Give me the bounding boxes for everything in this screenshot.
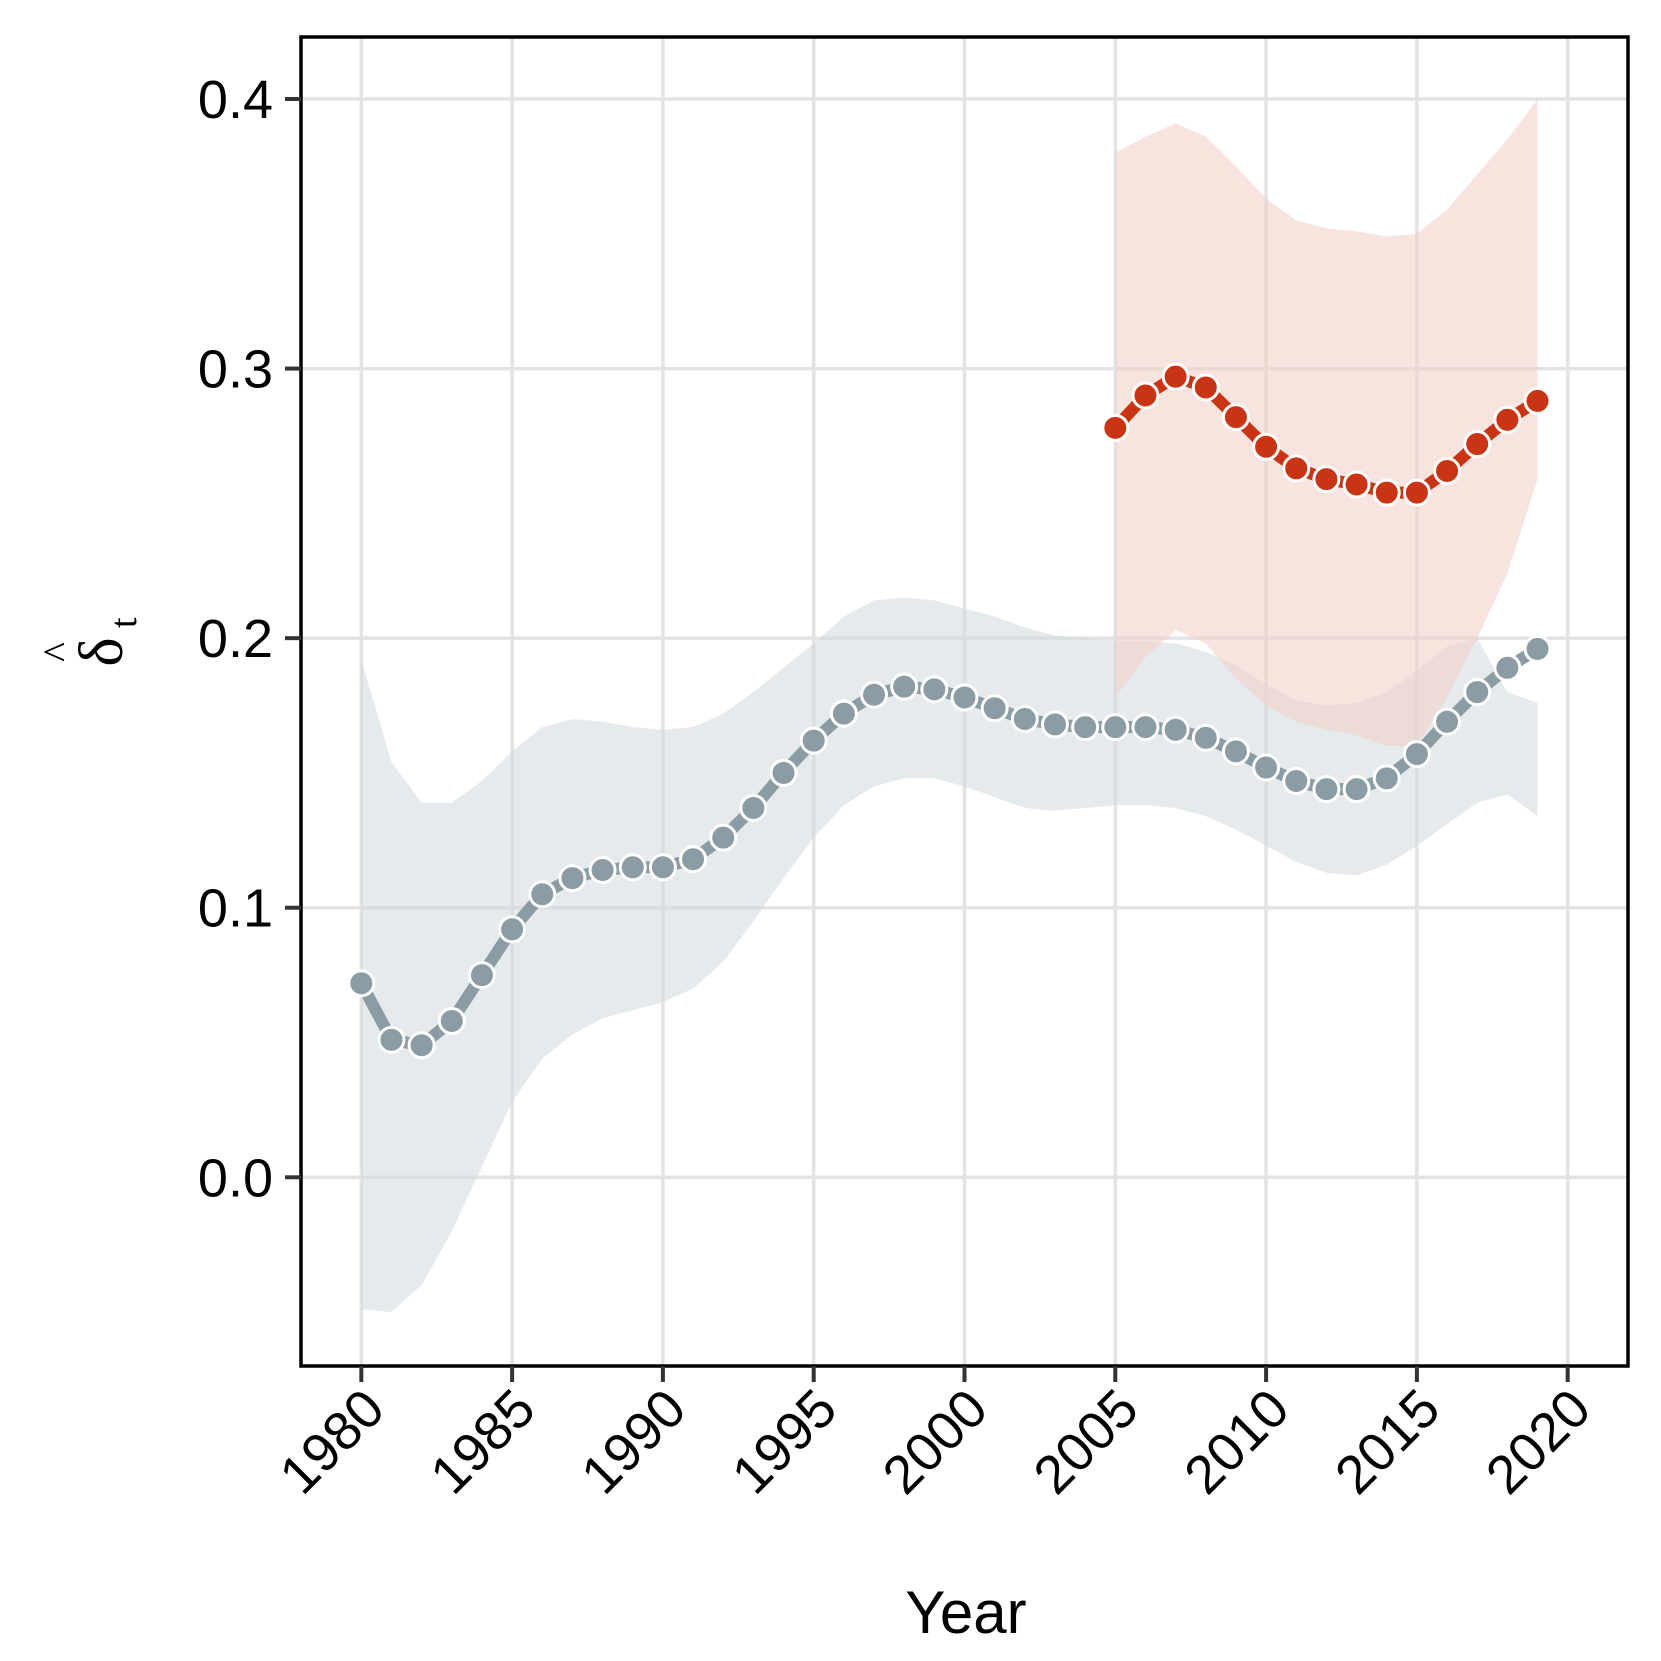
data-point-1 xyxy=(1372,478,1401,507)
x-axis: 1980 1985 1990 1995 2000 2005 2010 2015 2020 xyxy=(268,1366,1602,1505)
x-tick-label: 1980 xyxy=(268,1378,395,1505)
data-point-0 xyxy=(467,961,496,990)
x-axis-title: Year xyxy=(905,1579,1026,1646)
data-point-0 xyxy=(1191,723,1220,752)
data-point-0 xyxy=(1010,705,1039,734)
confidence-bands xyxy=(361,99,1538,1313)
data-point-0 xyxy=(1402,740,1431,769)
x-tick-label: 1985 xyxy=(419,1378,546,1505)
x-tick-label: 2020 xyxy=(1475,1378,1602,1505)
data-point-0 xyxy=(1282,767,1311,796)
data-point-0 xyxy=(347,969,376,998)
y-tick-label: 0.3 xyxy=(198,340,273,400)
y-axis-title-hat: ^ xyxy=(36,642,82,662)
data-point-0 xyxy=(1463,678,1492,707)
data-point-0 xyxy=(407,1031,436,1060)
data-point-1 xyxy=(1312,465,1341,494)
x-tick-label: 2005 xyxy=(1022,1378,1149,1505)
data-point-1 xyxy=(1282,454,1311,483)
series-points xyxy=(347,362,1552,1060)
data-point-0 xyxy=(588,855,617,884)
data-point-0 xyxy=(648,853,677,882)
y-tick-label: 0.0 xyxy=(198,1148,273,1208)
data-point-1 xyxy=(1402,478,1431,507)
data-point-0 xyxy=(437,1006,466,1035)
data-point-1 xyxy=(1221,403,1250,432)
data-point-0 xyxy=(1221,737,1250,766)
y-axis-title: δ ^ t xyxy=(36,617,145,667)
data-point-0 xyxy=(950,683,979,712)
y-tick-label: 0.2 xyxy=(198,609,273,669)
data-point-0 xyxy=(860,680,889,709)
data-point-0 xyxy=(1252,753,1281,782)
data-point-0 xyxy=(739,793,768,822)
data-point-1 xyxy=(1433,457,1462,486)
data-point-0 xyxy=(1131,713,1160,742)
data-point-0 xyxy=(1372,764,1401,793)
data-point-0 xyxy=(498,915,527,944)
data-point-0 xyxy=(709,823,738,852)
confidence-band-0 xyxy=(361,597,1538,1313)
data-point-0 xyxy=(799,726,828,755)
data-point-0 xyxy=(528,880,557,909)
data-point-0 xyxy=(618,853,647,882)
data-point-0 xyxy=(1342,775,1371,804)
data-point-0 xyxy=(920,675,949,704)
x-tick-label: 1995 xyxy=(721,1378,848,1505)
data-point-1 xyxy=(1191,373,1220,402)
data-point-1 xyxy=(1252,432,1281,461)
data-point-1 xyxy=(1463,430,1492,459)
x-tick-label: 1990 xyxy=(570,1378,697,1505)
data-point-0 xyxy=(829,699,858,728)
y-tick-label: 0.4 xyxy=(198,70,273,130)
data-point-0 xyxy=(769,758,798,787)
data-point-1 xyxy=(1342,470,1371,499)
y-axis-title-subscript: t xyxy=(103,617,145,628)
data-point-0 xyxy=(377,1025,406,1054)
data-point-0 xyxy=(980,694,1009,723)
data-point-1 xyxy=(1101,413,1130,442)
data-point-0 xyxy=(1071,713,1100,742)
data-point-0 xyxy=(558,864,587,893)
data-point-0 xyxy=(1433,707,1462,736)
data-point-1 xyxy=(1523,386,1552,415)
y-axis-title-symbol: δ xyxy=(68,637,136,666)
data-point-0 xyxy=(1312,775,1341,804)
data-point-0 xyxy=(1161,715,1190,744)
data-point-0 xyxy=(890,672,919,701)
data-point-1 xyxy=(1161,362,1190,391)
x-tick-label: 2010 xyxy=(1173,1378,1300,1505)
x-tick-label: 2015 xyxy=(1324,1378,1451,1505)
y-axis: 0.0 0.1 0.2 0.3 0.4 xyxy=(198,70,301,1208)
data-point-0 xyxy=(1493,653,1522,682)
confidence-band-1 xyxy=(1115,99,1538,746)
data-point-1 xyxy=(1493,405,1522,434)
series-line-0 xyxy=(355,642,1544,1052)
data-point-0 xyxy=(679,845,708,874)
x-tick-label: 2000 xyxy=(872,1378,999,1505)
data-point-1 xyxy=(1131,381,1160,410)
data-point-0 xyxy=(1523,634,1552,663)
y-tick-label: 0.1 xyxy=(198,879,273,939)
data-point-0 xyxy=(1101,713,1130,742)
data-point-0 xyxy=(1040,710,1069,739)
